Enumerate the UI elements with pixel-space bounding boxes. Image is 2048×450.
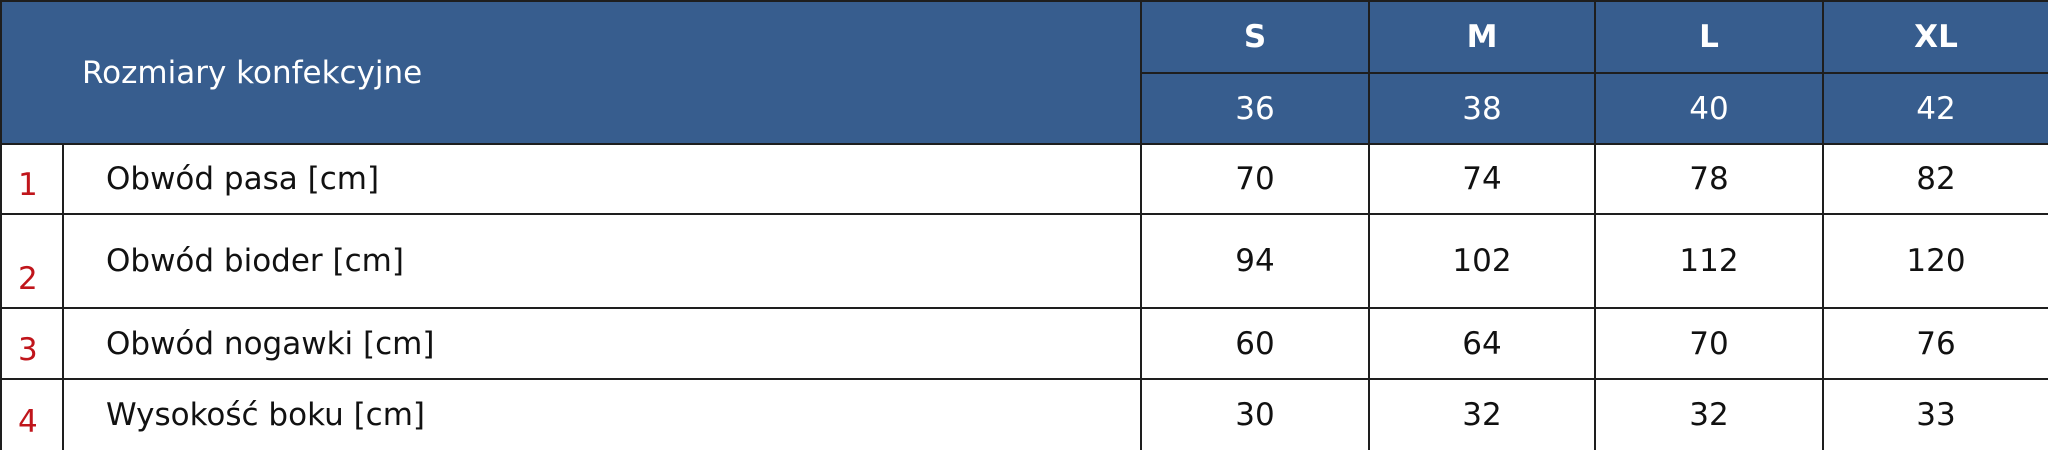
size-label: XL bbox=[1822, 0, 2048, 74]
eu-size: 36 bbox=[1140, 72, 1370, 145]
value-cell: 82 bbox=[1822, 143, 2048, 215]
row-label: Wysokość boku [cm] bbox=[62, 378, 1142, 450]
value-cell: 70 bbox=[1594, 307, 1824, 380]
size-label: M bbox=[1368, 0, 1596, 74]
value-cell: 120 bbox=[1822, 213, 2048, 309]
header-title: Rozmiary konfekcyjne bbox=[0, 0, 1142, 145]
value-cell: 32 bbox=[1368, 378, 1596, 450]
row-label: Obwód nogawki [cm] bbox=[62, 307, 1142, 380]
value-cell: 64 bbox=[1368, 307, 1596, 380]
value-cell: 70 bbox=[1140, 143, 1370, 215]
value-cell: 60 bbox=[1140, 307, 1370, 380]
row-label: Obwód bioder [cm] bbox=[62, 213, 1142, 309]
size-label: L bbox=[1594, 0, 1824, 74]
value-cell: 94 bbox=[1140, 213, 1370, 309]
value-cell: 32 bbox=[1594, 378, 1824, 450]
row-number: 2 bbox=[0, 213, 64, 309]
value-cell: 30 bbox=[1140, 378, 1370, 450]
value-cell: 78 bbox=[1594, 143, 1824, 215]
eu-size: 40 bbox=[1594, 72, 1824, 145]
row-number: 4 bbox=[0, 378, 64, 450]
value-cell: 112 bbox=[1594, 213, 1824, 309]
row-number: 1 bbox=[0, 143, 64, 215]
size-label: S bbox=[1140, 0, 1370, 74]
value-cell: 74 bbox=[1368, 143, 1596, 215]
value-cell: 76 bbox=[1822, 307, 2048, 380]
eu-size: 42 bbox=[1822, 72, 2048, 145]
value-cell: 33 bbox=[1822, 378, 2048, 450]
row-label: Obwód pasa [cm] bbox=[62, 143, 1142, 215]
eu-size: 38 bbox=[1368, 72, 1596, 145]
row-number: 3 bbox=[0, 307, 64, 380]
value-cell: 102 bbox=[1368, 213, 1596, 309]
